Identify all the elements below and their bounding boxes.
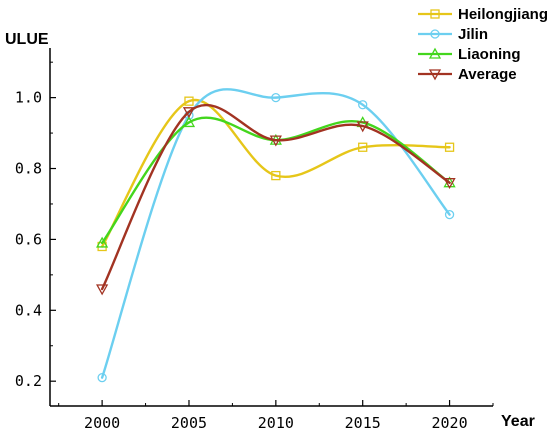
y-tick-label: 1.0 <box>15 89 42 107</box>
legend-label: Liaoning <box>458 46 521 63</box>
data-point <box>182 107 196 119</box>
axis-ticks: 0.2 0.4 0.6 0.8 1.0 2000 2005 2010 2015 2020 <box>15 61 494 432</box>
legend: Heilongjiang Jilin Liaoning Average <box>418 6 548 83</box>
legend-item: Heilongjiang <box>418 6 548 23</box>
data-point <box>96 236 109 248</box>
legend-marker <box>430 9 440 19</box>
data-point <box>358 100 368 110</box>
legend-marker <box>430 29 440 39</box>
data-point <box>358 142 368 152</box>
x-tick-label: 2005 <box>171 414 207 432</box>
data-point <box>271 170 281 181</box>
data-point <box>444 142 455 152</box>
series-average <box>96 103 456 296</box>
legend-label: Jilin <box>458 26 488 43</box>
data-point <box>97 372 107 383</box>
chart-axes: ULUE Year <box>5 31 535 430</box>
data-point <box>269 135 282 147</box>
legend-marker <box>428 47 442 59</box>
y-tick-label: 0.6 <box>15 230 42 248</box>
series-line <box>100 103 451 291</box>
series-line <box>100 88 451 379</box>
y-tick-label: 0.4 <box>15 301 42 319</box>
series-layer <box>96 88 456 383</box>
legend-item: Average <box>418 66 517 83</box>
y-axis-title: ULUE <box>5 31 49 48</box>
y-tick-label: 0.2 <box>15 372 42 390</box>
series-jilin <box>97 88 455 383</box>
data-point <box>182 116 196 128</box>
series-liaoning <box>96 116 456 248</box>
x-tick-label: 2020 <box>432 414 468 432</box>
data-point <box>444 209 455 220</box>
data-point <box>356 121 369 133</box>
legend-label: Heilongjiang <box>458 6 548 23</box>
x-tick-label: 2000 <box>84 414 120 432</box>
data-point <box>271 92 281 103</box>
series-line <box>100 98 451 248</box>
legend-label: Average <box>458 66 517 83</box>
legend-marker <box>428 69 442 81</box>
legend-item: Liaoning <box>418 46 521 63</box>
x-axis-title: Year <box>501 413 535 430</box>
x-tick-label: 2010 <box>258 414 294 432</box>
data-point <box>96 284 109 296</box>
y-tick-label: 0.8 <box>15 160 42 178</box>
x-tick-label: 2015 <box>345 414 381 432</box>
data-point <box>184 96 194 106</box>
data-point <box>443 178 456 190</box>
legend-item: Jilin <box>418 26 488 43</box>
